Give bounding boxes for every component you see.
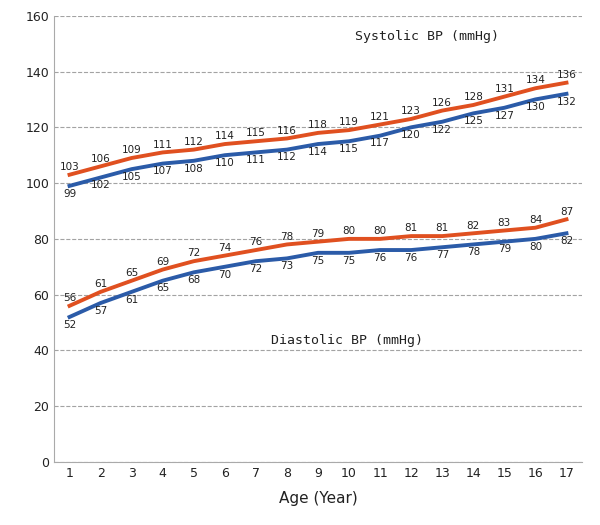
Text: 65: 65 <box>156 284 169 293</box>
Text: 102: 102 <box>91 180 110 190</box>
Text: Diastolic BP (mmHg): Diastolic BP (mmHg) <box>271 334 424 346</box>
Text: 108: 108 <box>184 164 203 174</box>
Text: 134: 134 <box>526 76 545 86</box>
Text: 110: 110 <box>215 158 235 168</box>
Text: 80: 80 <box>343 226 356 236</box>
Text: 68: 68 <box>187 275 200 285</box>
Text: 111: 111 <box>246 155 266 165</box>
Text: 80: 80 <box>529 242 542 251</box>
Text: 74: 74 <box>218 243 232 253</box>
Text: 75: 75 <box>311 256 325 266</box>
Text: 76: 76 <box>249 237 263 247</box>
Text: 128: 128 <box>463 92 483 102</box>
Text: 72: 72 <box>187 248 200 258</box>
Text: 61: 61 <box>94 279 107 289</box>
Text: 114: 114 <box>215 131 235 141</box>
Text: Systolic BP (mmHg): Systolic BP (mmHg) <box>355 30 499 43</box>
Text: 136: 136 <box>557 70 577 80</box>
Text: 111: 111 <box>153 140 173 150</box>
Text: 56: 56 <box>63 293 76 303</box>
Text: 61: 61 <box>125 295 138 304</box>
Text: 52: 52 <box>63 320 76 330</box>
Text: 117: 117 <box>370 139 390 149</box>
Text: 73: 73 <box>280 261 293 271</box>
Text: 87: 87 <box>560 206 573 217</box>
Text: 130: 130 <box>526 102 545 112</box>
Text: 57: 57 <box>94 306 107 316</box>
Text: 105: 105 <box>122 172 142 182</box>
Text: 106: 106 <box>91 154 110 164</box>
Text: 103: 103 <box>59 162 79 172</box>
Text: 83: 83 <box>498 218 511 228</box>
Text: 126: 126 <box>432 98 452 108</box>
Text: 112: 112 <box>277 152 297 162</box>
Text: 78: 78 <box>280 232 293 242</box>
Text: 119: 119 <box>339 117 359 128</box>
Text: 75: 75 <box>343 256 356 266</box>
Text: 77: 77 <box>436 250 449 260</box>
Text: 78: 78 <box>467 247 480 257</box>
Text: 69: 69 <box>156 257 169 267</box>
Text: 114: 114 <box>308 147 328 157</box>
Text: 115: 115 <box>246 129 266 139</box>
Text: 81: 81 <box>404 223 418 233</box>
Text: 125: 125 <box>463 116 483 126</box>
Text: 118: 118 <box>308 120 328 130</box>
Text: 82: 82 <box>560 236 573 246</box>
Text: 81: 81 <box>436 223 449 233</box>
Text: 121: 121 <box>370 112 390 122</box>
Text: 120: 120 <box>401 130 421 140</box>
X-axis label: Age (Year): Age (Year) <box>278 491 358 506</box>
Text: 76: 76 <box>373 253 387 263</box>
Text: 112: 112 <box>184 137 204 147</box>
Text: 70: 70 <box>218 269 232 279</box>
Text: 82: 82 <box>467 220 480 230</box>
Text: 76: 76 <box>404 253 418 263</box>
Text: 72: 72 <box>249 264 263 274</box>
Text: 127: 127 <box>494 111 514 121</box>
Text: 131: 131 <box>494 84 514 94</box>
Text: 107: 107 <box>153 166 173 176</box>
Text: 116: 116 <box>277 125 297 135</box>
Text: 115: 115 <box>339 144 359 154</box>
Text: 132: 132 <box>557 97 577 107</box>
Text: 84: 84 <box>529 215 542 225</box>
Text: 65: 65 <box>125 268 138 278</box>
Text: 79: 79 <box>311 229 325 239</box>
Text: 80: 80 <box>374 226 386 236</box>
Text: 99: 99 <box>63 188 76 198</box>
Text: 109: 109 <box>122 145 142 155</box>
Text: 122: 122 <box>432 124 452 134</box>
Text: 79: 79 <box>498 245 511 255</box>
Text: 123: 123 <box>401 106 421 116</box>
